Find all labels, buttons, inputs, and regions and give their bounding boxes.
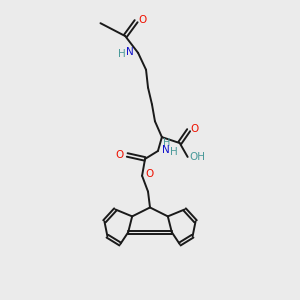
Text: O: O xyxy=(146,169,154,179)
Text: O: O xyxy=(190,124,199,134)
Text: O: O xyxy=(115,150,123,160)
Text: H: H xyxy=(163,138,170,148)
Text: H: H xyxy=(118,49,126,59)
Text: H: H xyxy=(170,147,178,157)
Text: OH: OH xyxy=(190,152,206,162)
Text: O: O xyxy=(138,15,146,25)
Text: N: N xyxy=(126,47,134,57)
Text: N: N xyxy=(162,145,170,155)
